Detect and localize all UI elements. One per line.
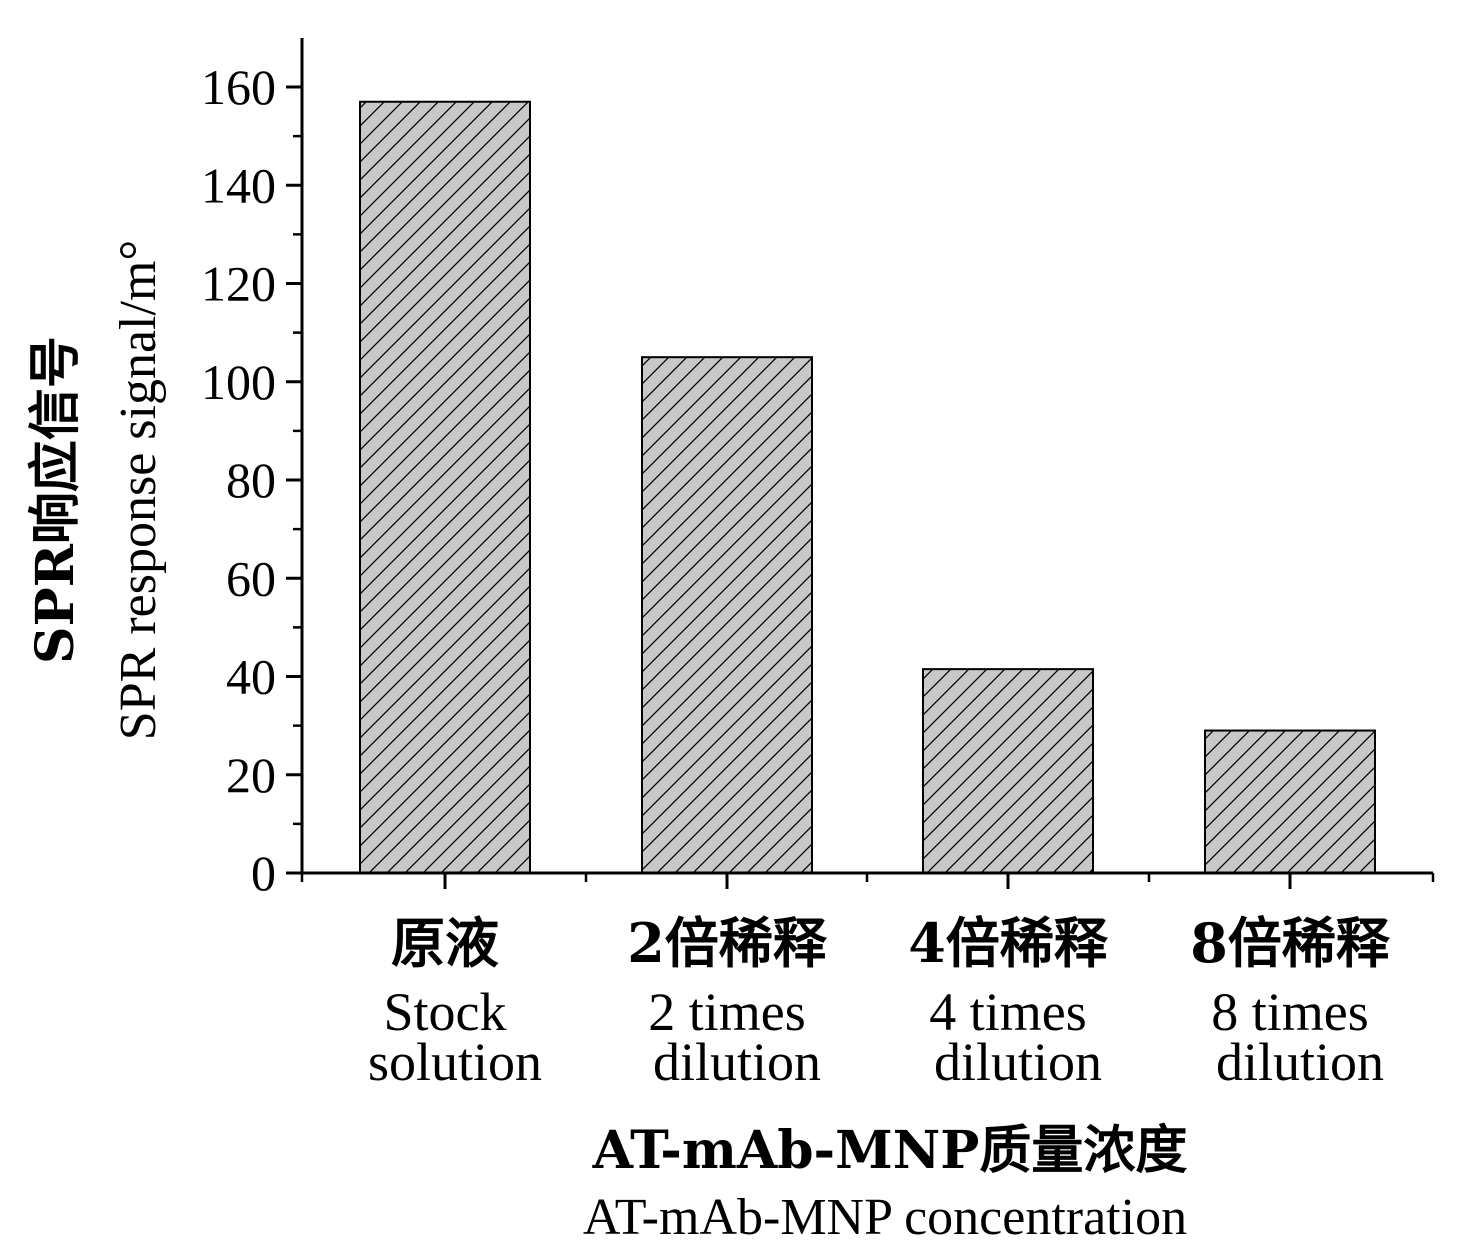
x-axis-title-en: AT-mAb-MNP concentration [583, 1189, 1187, 1246]
y-tick-label: 60 [226, 550, 276, 606]
x-tick-label-en-line2: dilution [934, 1032, 1102, 1092]
y-ticks: 0 20 40 60 80 100 120 140 160 [201, 59, 302, 901]
y-tick-label: 20 [226, 747, 276, 803]
bar [922, 668, 1094, 874]
x-tick-label-en-line1: 2 times [648, 982, 806, 1042]
x-tick-label-zh: 2倍稀释 [627, 911, 828, 975]
y-tick-label: 0 [251, 845, 276, 901]
bar [359, 100, 531, 875]
x-tick-label-en-line1: Stock [383, 982, 506, 1042]
x-tick-label-zh: 8倍稀释 [1190, 911, 1391, 975]
y-tick-label: 80 [226, 452, 276, 508]
y-axis-title-en: SPR response signal/m° [110, 240, 167, 740]
x-tick-label-en-line1: 4 times [929, 982, 1087, 1042]
x-tick-label-zh: 4倍稀释 [908, 911, 1109, 975]
y-tick-label: 40 [226, 649, 276, 705]
bar [1204, 729, 1376, 874]
y-tick-label: 140 [201, 157, 276, 213]
x-axis-title-zh: AT-mAb-MNP质量浓度 [592, 1120, 1188, 1181]
x-tick-label-en-line2: dilution [653, 1032, 821, 1092]
y-tick-label: 160 [201, 59, 276, 115]
x-tick-label-en-line2: solution [368, 1032, 542, 1092]
bars-layer [359, 100, 1376, 875]
bar [641, 356, 813, 874]
x-tick-label-en-line1: 8 times [1211, 982, 1369, 1042]
y-tick-label: 100 [201, 354, 276, 410]
x-tick-label-zh: 原液 [391, 911, 499, 975]
y-axis-title-zh: SPR响应信号 [25, 336, 86, 664]
x-tick-label-en-line2: dilution [1216, 1032, 1384, 1092]
y-tick-label: 120 [201, 256, 276, 312]
